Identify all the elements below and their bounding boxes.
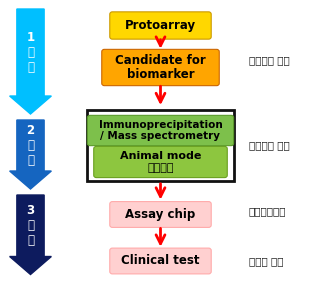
FancyBboxPatch shape: [87, 116, 234, 146]
Polygon shape: [10, 195, 51, 274]
Text: 후보물질 발굴: 후보물질 발굴: [249, 55, 290, 65]
Text: Clinical test: Clinical test: [121, 254, 200, 268]
Text: 후보물질 검증: 후보물질 검증: [249, 140, 290, 151]
Text: Animal mode
기전연구: Animal mode 기전연구: [120, 151, 201, 173]
Text: Immunoprecipitation
/ Mass spectrometry: Immunoprecipitation / Mass spectrometry: [99, 120, 222, 141]
FancyBboxPatch shape: [102, 49, 219, 86]
Text: 진단키트개발: 진단키트개발: [249, 206, 286, 217]
Text: Protoarray: Protoarray: [125, 19, 196, 32]
Text: 1
년
차: 1 년 차: [26, 31, 35, 74]
FancyBboxPatch shape: [94, 146, 227, 178]
Polygon shape: [10, 9, 51, 114]
Text: 유효성 검증: 유효성 검증: [249, 256, 283, 266]
Text: Candidate for
biomarker: Candidate for biomarker: [115, 53, 206, 82]
FancyBboxPatch shape: [110, 248, 211, 274]
Polygon shape: [10, 120, 51, 189]
Text: 2
년
차: 2 년 차: [26, 124, 35, 167]
Text: 3
년
차: 3 년 차: [26, 204, 35, 247]
FancyBboxPatch shape: [110, 202, 211, 227]
Text: Assay chip: Assay chip: [126, 208, 195, 221]
FancyBboxPatch shape: [110, 12, 211, 39]
